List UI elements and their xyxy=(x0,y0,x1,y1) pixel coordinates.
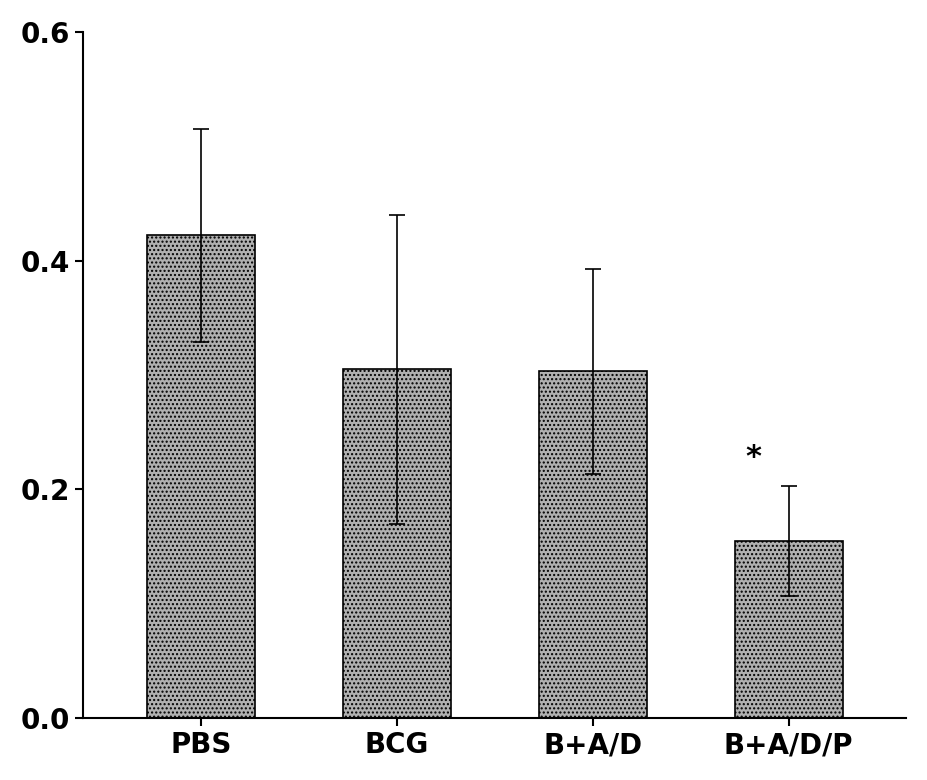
Text: *: * xyxy=(745,443,761,472)
Bar xyxy=(343,369,451,718)
Bar xyxy=(735,541,843,718)
Bar xyxy=(147,236,255,718)
Bar xyxy=(539,371,647,718)
